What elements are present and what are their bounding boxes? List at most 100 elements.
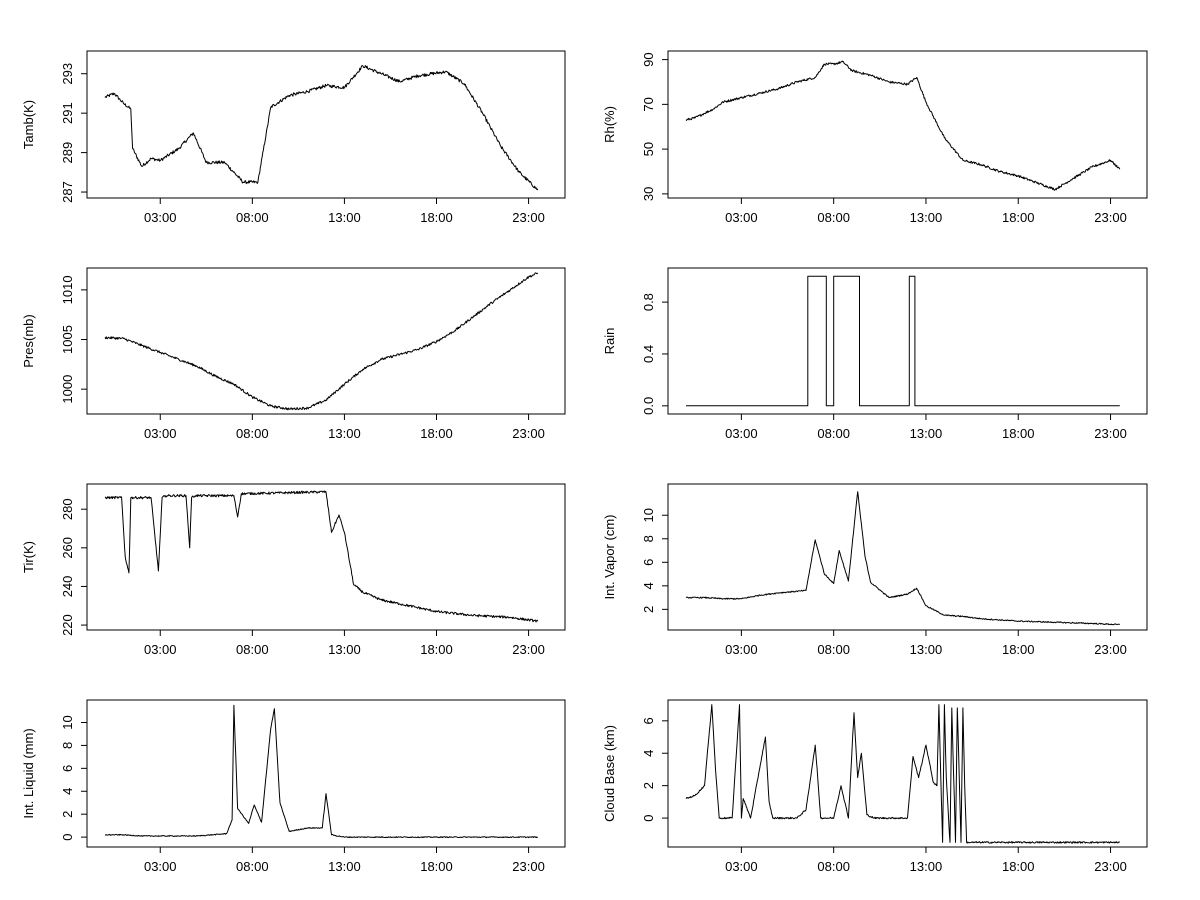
y-tick-label: 6 (60, 765, 75, 772)
y-tick-label: 293 (60, 63, 75, 85)
x-tick-label: 18:00 (1002, 859, 1035, 874)
y-axis-label: Int. Liquid (mm) (21, 728, 36, 818)
y-tick-label: 1005 (60, 325, 75, 354)
x-tick-label: 13:00 (910, 859, 943, 874)
y-tick-label: 2 (641, 782, 656, 789)
x-tick-label: 23:00 (1094, 210, 1127, 225)
x-tick-label: 03:00 (144, 426, 177, 441)
x-tick-label: 03:00 (144, 210, 177, 225)
y-tick-label: 2 (641, 606, 656, 613)
x-tick-label: 23:00 (1094, 859, 1127, 874)
panel-tamb-k: 03:00 08:00 13:00 18:00 23:00 287 289 291 293 Tam… (21, 50, 566, 225)
y-tick-label: 6 (641, 717, 656, 724)
x-tick-label: 13:00 (328, 642, 361, 657)
y-tick-label: 30 (641, 187, 656, 201)
y-tick-label: 220 (60, 614, 75, 636)
y-tick-label: 1000 (60, 375, 75, 404)
panel-cloud-base-km: 03:00 08:00 13:00 18:00 23:00 0 2 4 6 Cloud Base … (602, 699, 1148, 874)
x-tick-label: 03:00 (144, 642, 177, 657)
series-line (686, 275, 1120, 407)
plot-frame (667, 483, 1148, 631)
y-tick-label: 70 (641, 97, 656, 111)
x-tick-label: 08:00 (236, 210, 269, 225)
x-tick-label: 03:00 (725, 210, 758, 225)
x-tick-label: 18:00 (420, 210, 453, 225)
y-tick-label: 0.8 (641, 293, 656, 311)
y-tick-label: 1010 (60, 275, 75, 304)
x-tick-label: 08:00 (236, 426, 269, 441)
y-tick-label: 6 (641, 559, 656, 566)
series-line (685, 704, 1121, 844)
panel-tir-k: 03:00 08:00 13:00 18:00 23:00 220 240 260 280 Tir… (21, 483, 566, 657)
y-tick-label: 240 (60, 576, 75, 598)
y-tick-label: 10 (641, 508, 656, 522)
x-tick-label: 23:00 (1094, 642, 1127, 657)
x-tick-label: 18:00 (420, 642, 453, 657)
x-tick-label: 23:00 (512, 426, 545, 441)
series-line (104, 65, 539, 191)
x-tick-label: 03:00 (725, 426, 758, 441)
plot-frame (86, 50, 566, 199)
y-tick-label: 0 (641, 814, 656, 821)
panel-int-vapor-cm: 03:00 08:00 13:00 18:00 23:00 2 4 6 8 10 Int. Vapo… (602, 483, 1148, 657)
y-tick-label: 0 (60, 834, 75, 841)
x-tick-label: 23:00 (512, 210, 545, 225)
x-tick-label: 23:00 (512, 859, 545, 874)
x-tick-label: 23:00 (1094, 426, 1127, 441)
y-tick-label: 2 (60, 811, 75, 818)
panel-rain: 03:00 08:00 13:00 18:00 23:00 0.0 0.4 0.8 Rain (602, 267, 1148, 441)
y-tick-label: 260 (60, 537, 75, 559)
x-tick-label: 03:00 (725, 642, 758, 657)
y-tick-label: 0.0 (641, 397, 656, 415)
y-tick-label: 10 (60, 715, 75, 729)
series-line (685, 60, 1121, 191)
x-tick-label: 18:00 (420, 859, 453, 874)
x-tick-label: 03:00 (725, 859, 758, 874)
x-tick-label: 13:00 (328, 426, 361, 441)
series-line (104, 272, 539, 411)
plot-frame (86, 267, 566, 415)
x-tick-label: 08:00 (236, 642, 269, 657)
plot-frame (86, 699, 566, 848)
plot-frame (86, 483, 566, 631)
y-axis-label: Tamb(K) (21, 100, 36, 149)
x-tick-label: 13:00 (910, 426, 943, 441)
x-tick-label: 18:00 (1002, 210, 1035, 225)
y-tick-label: 4 (60, 788, 75, 795)
x-tick-label: 13:00 (328, 210, 361, 225)
x-tick-label: 23:00 (512, 642, 545, 657)
x-tick-label: 08:00 (236, 859, 269, 874)
panel-pres-mb: 03:00 08:00 13:00 18:00 23:00 1000 1005 1010 Pre… (21, 267, 566, 441)
x-tick-label: 08:00 (817, 859, 850, 874)
plot-frame (667, 267, 1148, 415)
x-tick-label: 03:00 (144, 859, 177, 874)
y-axis-label: Rain (602, 328, 617, 355)
y-tick-label: 289 (60, 142, 75, 164)
y-tick-label: 8 (60, 742, 75, 749)
y-tick-label: 0.4 (641, 345, 656, 363)
y-tick-label: 8 (641, 535, 656, 542)
x-tick-label: 08:00 (817, 210, 850, 225)
x-tick-label: 08:00 (817, 426, 850, 441)
y-tick-label: 287 (60, 181, 75, 203)
plot-frame (667, 50, 1148, 199)
series-line (104, 490, 539, 623)
x-tick-label: 18:00 (1002, 426, 1035, 441)
y-axis-label: Tir(K) (21, 541, 36, 573)
x-tick-label: 08:00 (817, 642, 850, 657)
y-axis-label: Pres(mb) (21, 314, 36, 367)
y-tick-label: 50 (641, 142, 656, 156)
panel-int-liquid-mm: 03:00 08:00 13:00 18:00 23:00 0 2 4 6 8 10 Int. Liq… (21, 699, 566, 874)
y-tick-label: 90 (641, 52, 656, 66)
plot-frame (667, 699, 1148, 848)
y-tick-label: 4 (641, 750, 656, 757)
series-line (104, 704, 539, 839)
series-line (685, 491, 1121, 626)
y-axis-label: Cloud Base (km) (602, 725, 617, 822)
x-tick-label: 18:00 (1002, 642, 1035, 657)
x-tick-label: 18:00 (420, 426, 453, 441)
panel-rh: 03:00 08:00 13:00 18:00 23:00 30 50 70 90 Rh(%) (602, 50, 1148, 225)
y-tick-label: 280 (60, 498, 75, 520)
x-tick-label: 13:00 (910, 642, 943, 657)
